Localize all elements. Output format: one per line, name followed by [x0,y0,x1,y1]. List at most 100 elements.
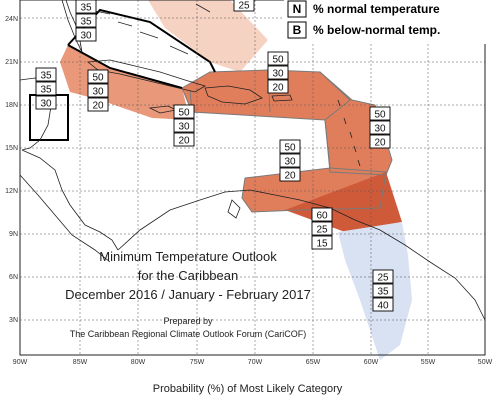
longitude-tick-labels: 90W 85W 80W 75W 70W 65W 60W 55W 50W [13,359,493,366]
region-cuba-above [60,45,190,120]
prob-cell [35,67,57,82]
lon-tick-90w: 90W [13,359,28,366]
legend-key-b: B [293,23,302,37]
legend-text-below: % below-normal temp. [313,23,440,37]
prob-cell [267,51,289,66]
lon-tick-85w: 85W [73,359,88,366]
graticule [20,0,485,355]
coastlines [19,0,486,321]
lon-tick-70w: 70W [248,359,263,366]
prob-value: 50 [272,55,284,66]
title-line-2: for the Caribbean [138,268,238,283]
probability-boxes: 35 35 30 25 35 35 30 50 30 20 50 30 20 50 30 20 50 30 20 50… [35,0,394,312]
legend-key-b-box [287,21,307,39]
bahamas-islands [89,3,211,55]
south-america-coast [117,189,486,321]
legend-key-n: N [293,2,302,16]
map-title: Minimum Temperature Outlook for the Cari… [65,249,311,339]
prob-cell [267,79,289,94]
prob-value: 20 [92,101,104,112]
lat-tick-21n: 21N [5,59,18,66]
prob-value: 50 [374,110,386,121]
florida-coast [61,0,83,53]
cuba-island [86,59,206,93]
title-line-1: Minimum Temperature Outlook [99,249,277,264]
prob-cell [279,167,301,182]
prob-cell [173,104,195,119]
prob-value: 30 [272,69,284,80]
prob-box-bahamas-north: 35 35 30 [75,0,97,42]
prob-value: 30 [92,87,104,98]
prob-value: 35 [377,287,389,298]
prob-box-trinidad-guyana: 60 25 15 [311,207,333,250]
prob-box-cuba-jamaica: 50 30 20 [87,69,109,112]
lon-tick-65w: 65W [306,359,321,366]
map-caption: Probability (%) of Most Likely Category [152,383,343,395]
lake-maracaibo [227,199,241,219]
prob-value: 50 [178,108,190,119]
prob-value: 20 [178,136,190,147]
prob-cell [369,120,391,135]
prob-value: 35 [80,3,92,14]
prob-cell [372,269,394,284]
prob-value: 30 [374,124,386,135]
prob-cell [372,297,394,312]
prob-box-lesser-antilles: 50 30 20 [369,106,391,149]
lon-tick-75w: 75W [190,359,205,366]
prob-value: 20 [272,83,284,94]
prob-cell [233,0,255,12]
prob-value: 50 [92,73,104,84]
lon-tick-60w: 60W [364,359,379,366]
legend-background [284,0,495,44]
title-line-3: December 2016 / January - February 2017 [65,287,311,302]
prob-value: 35 [40,85,52,96]
prob-box-southern-caribbean: 50 30 20 [279,139,301,182]
prob-value: 20 [374,138,386,149]
legend-key-n-box [287,0,307,18]
lon-tick-55w: 55W [421,359,436,366]
central-america-coast [21,149,119,251]
lat-tick-15n: 15N [5,145,18,152]
prob-cell [369,106,391,121]
prob-cell [311,235,333,250]
prob-value: 50 [284,143,296,154]
prob-value: 35 [80,17,92,28]
prob-cell [87,83,109,98]
prob-cell [87,97,109,112]
latitude-tick-labels: 24N 21N 18N 15N 12N 9N 6N 3N [5,16,18,324]
lat-tick-24n: 24N [5,16,18,23]
prob-cell [311,207,333,222]
prob-cell [75,27,97,42]
prob-box-gulf-mexico: 35 35 30 [35,67,57,110]
prob-value: 25 [238,1,250,12]
prob-cell [75,13,97,28]
hispaniola-island [204,85,263,105]
lon-tick-80w: 80W [131,359,146,366]
forecast-regions [60,0,412,360]
region-hispaniola-above [182,70,350,120]
prob-cell [267,65,289,80]
prob-value: 30 [284,157,296,168]
lat-tick-3n: 3N [9,317,18,324]
prob-cell [87,69,109,84]
region-lesser-antilles-above [320,72,392,175]
prob-cell [372,283,394,298]
prob-value: 40 [377,301,389,312]
puerto-rico-island [271,94,293,102]
prob-cell [173,132,195,147]
prob-cell [35,81,57,96]
lat-tick-6n: 6N [9,274,18,281]
lon-tick-50w: 50W [478,359,493,366]
map-frame [19,0,486,356]
prob-cell [35,95,57,110]
lat-tick-9n: 9N [9,231,18,238]
prob-box-guianas: 25 35 40 [372,269,394,312]
forum-name: The Caribbean Regional Climate Outlook F… [70,329,307,339]
prob-value: 30 [40,99,52,110]
prob-value: 20 [284,171,296,182]
prob-box-central-caribbean: 50 30 20 [173,104,195,147]
prob-value: 30 [80,31,92,42]
legend-text-normal: % normal temperature [313,2,440,16]
prepared-by-label: Prepared by [163,316,213,326]
